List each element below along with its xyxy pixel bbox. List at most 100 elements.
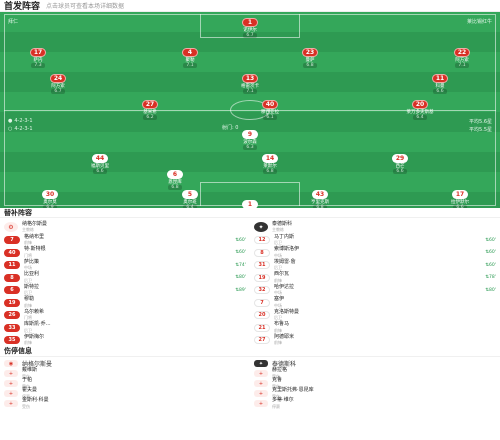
injury-status: 受伤 xyxy=(272,383,280,389)
pitch-player[interactable]: 13 格雷茨卡 7.1 xyxy=(230,74,270,94)
sub-player-name: 比亚利 xyxy=(24,271,40,278)
sub-player-row[interactable]: 7 塞伊 中场 xyxy=(254,297,496,310)
jersey-number: 14 xyxy=(262,154,278,163)
shirt-icon: ● xyxy=(8,118,13,124)
sub-player-info: 阿德耶米 前锋 xyxy=(274,333,496,346)
home-coach[interactable]: ⚙ 纳格尔斯曼 主教练 xyxy=(4,220,246,234)
pitch-player[interactable]: 40 穆西亚拉 6.1 xyxy=(250,100,290,120)
pitch-player[interactable]: 1古拉奇6.5 xyxy=(230,200,270,208)
injury-cross-icon: + xyxy=(254,400,268,407)
injury-status: 停赛 xyxy=(272,403,280,409)
pitch-player[interactable]: 17 拉伊默尔 6.6 xyxy=(440,190,480,208)
sub-player-info: 斯特拉 后卫 xyxy=(24,284,231,296)
injury-row[interactable]: + 多蒂·维尔 停赛 xyxy=(254,397,496,409)
player-name: 格雷茨卡 xyxy=(241,84,259,89)
pitch-player[interactable]: 9 波尔森 6.3 xyxy=(230,130,270,150)
jersey-number: 22 xyxy=(454,48,470,57)
sub-player-info: 伊斯梅尔 前锋 xyxy=(24,334,246,346)
player-rating: 6.6 xyxy=(433,89,447,94)
sub-player-name: 特·斯特根 xyxy=(24,246,46,253)
pitch-player[interactable]: 4 聚勒 7.1 xyxy=(170,48,210,68)
injury-row[interactable]: + 戴维斯 受伤 xyxy=(4,367,246,379)
sub-player-row[interactable]: 21 布鲁马 前锋 xyxy=(254,322,496,335)
sub-player-row[interactable]: 19 西尔瓦 前锋 ⇅78' xyxy=(254,272,496,285)
pitch-player[interactable]: 5 奥尔班 6.4 xyxy=(170,190,210,208)
injury-cross-icon: + xyxy=(4,370,18,377)
sub-player-position: 中场 xyxy=(274,252,282,258)
pitch-player[interactable]: 14 莱默尔 6.8 xyxy=(250,154,290,174)
player-name: 波尔森 xyxy=(243,140,257,145)
pitch-player[interactable]: 17 萨内 7.3 xyxy=(18,48,58,68)
jersey-number: 23 xyxy=(302,48,318,57)
injury-row[interactable]: + 于帕 受伤 xyxy=(4,377,246,389)
injury-cross-icon: + xyxy=(254,380,268,387)
player-rating: 6.8 xyxy=(303,63,317,68)
sub-player-row[interactable]: 33 库斯凯·乔… 后卫 xyxy=(4,322,246,335)
sub-player-name: 阿德耶米 xyxy=(274,333,295,340)
sub-in-minute: 80' xyxy=(489,287,496,293)
sub-player-position: 后卫 xyxy=(274,265,282,271)
sub-player-row[interactable]: 12 马丁内斯 后卫 ⇅60' xyxy=(254,234,496,247)
pitch-player[interactable]: 20 莱万多夫斯基 6.4 xyxy=(400,100,440,120)
player-rating: 6.3 xyxy=(243,145,257,150)
player-rating: 7.1 xyxy=(183,63,197,68)
sub-player-row[interactable]: 8 比亚利 后卫 ⇅80' xyxy=(4,272,246,285)
player-name: 莱默尔 xyxy=(263,164,277,169)
pitch-player[interactable]: 11 科曼 6.6 xyxy=(420,74,460,94)
jersey-number: 27 xyxy=(142,100,158,109)
jersey-number: 13 xyxy=(242,74,258,83)
pitch-player[interactable]: 43 亨里克斯 6.8 xyxy=(300,190,340,208)
center-stat: 射门: 0 xyxy=(222,125,239,131)
sub-player-row[interactable]: 19 穆勒 前锋 xyxy=(4,297,246,310)
injury-row[interactable]: + 克鲁 受伤 xyxy=(254,377,496,389)
home-injury-coach-name: 纳格尔斯曼 xyxy=(22,361,53,368)
jersey-number: 44 xyxy=(92,154,108,163)
sub-in-time: ⇅60' xyxy=(485,238,496,243)
pitch-player[interactable]: 23 曼萨 6.8 xyxy=(290,48,330,68)
injury-info: 多蒂·维尔 停赛 xyxy=(272,397,496,409)
sub-player-row[interactable]: 32 哈伊达拉 中场 ⇅80' xyxy=(254,284,496,297)
sub-in-icon: ⇅ xyxy=(485,262,490,268)
sub-player-position: 前锋 xyxy=(274,277,282,283)
sub-player-position: 前锋 xyxy=(24,340,32,346)
pitch-player[interactable]: 29 西芒 6.6 xyxy=(380,154,420,174)
sub-player-row[interactable]: 31 埃姆雷·詹 后卫 ⇅60' xyxy=(254,259,496,272)
pitch-player[interactable]: 44 福斯贝里 6.6 xyxy=(80,154,120,174)
injury-cross-icon: + xyxy=(4,400,18,407)
sub-in-icon: ⇅ xyxy=(485,250,490,256)
pitch-player[interactable]: 6 恩昆库 6.8 xyxy=(155,170,195,190)
lineup-header: 首发阵容 点击球员可查看本场详细数据 xyxy=(0,0,500,12)
injured-player-name: 金斯利·科曼 xyxy=(22,397,49,403)
player-name: 穆西亚拉 xyxy=(261,110,279,115)
sub-player-row[interactable]: 6 斯特拉 后卫 ⇅89' xyxy=(4,284,246,297)
sub-in-icon: ⇅ xyxy=(235,250,240,256)
injury-row[interactable]: + 克里斯托弗·恩昆库 受伤 xyxy=(254,387,496,399)
sub-in-minute: 60' xyxy=(489,237,496,243)
pitch-player[interactable]: 24 阿方索 6.7 xyxy=(38,74,78,94)
jersey-number: 9 xyxy=(242,130,258,139)
sub-player-row[interactable]: 8 索博斯洛伊 中场 ⇅60' xyxy=(254,247,496,260)
home-injuries-column: ◉ 纳格尔斯曼 + 戴维斯 受伤 + 于帕 受伤 + 霍夫曼 停赛 + 金斯利·科曼 受伤 xyxy=(4,359,246,409)
injury-row[interactable]: + 金斯利·科曼 受伤 xyxy=(4,397,246,409)
injured-player-name: 克里斯托弗·恩昆库 xyxy=(272,387,314,393)
sub-player-row[interactable]: 40 特·斯特根 门将 ⇅60' xyxy=(4,247,246,260)
sub-player-row[interactable]: 20 克洛斯特曼 后卫 xyxy=(254,309,496,322)
injury-row[interactable]: + 霍夫曼 停赛 xyxy=(4,387,246,399)
sub-player-name: 库斯凯·乔… xyxy=(24,321,51,328)
away-coach[interactable]: ✦ 泰德斯科 主教练 xyxy=(254,220,496,234)
sub-in-minute: 60' xyxy=(489,262,496,268)
sub-player-row[interactable]: 7 格纳布里 前锋 ⇅60' xyxy=(4,234,246,247)
pitch-player[interactable]: 30 奥尔莫 6.9 xyxy=(30,190,70,208)
sub-player-row[interactable]: 26 乌尔赖希 门将 xyxy=(4,309,246,322)
sub-player-row[interactable]: 27 阿德耶米 前锋 xyxy=(254,334,496,347)
pitch-player[interactable]: 27 基米希 6.2 xyxy=(130,100,170,120)
pitch-player[interactable]: 22 阿方索 7.1 xyxy=(442,48,482,68)
sub-player-row[interactable]: 11 萨比策 中场 ⇅74' xyxy=(4,259,246,272)
home-injuries-list: + 戴维斯 受伤 + 于帕 受伤 + 霍夫曼 停赛 + 金斯利·科曼 受伤 xyxy=(4,367,246,409)
injury-row[interactable]: + 赫拉格 受伤 xyxy=(254,367,496,379)
sub-player-row[interactable]: 35 伊斯梅尔 前锋 xyxy=(4,334,246,347)
injured-player-name: 克鲁 xyxy=(272,377,283,383)
sub-player-name: 哈伊达拉 xyxy=(274,283,295,290)
pitch-player[interactable]: 1 诺伊尔 6.7 xyxy=(230,18,270,38)
player-rating: 6.2 xyxy=(143,115,157,120)
